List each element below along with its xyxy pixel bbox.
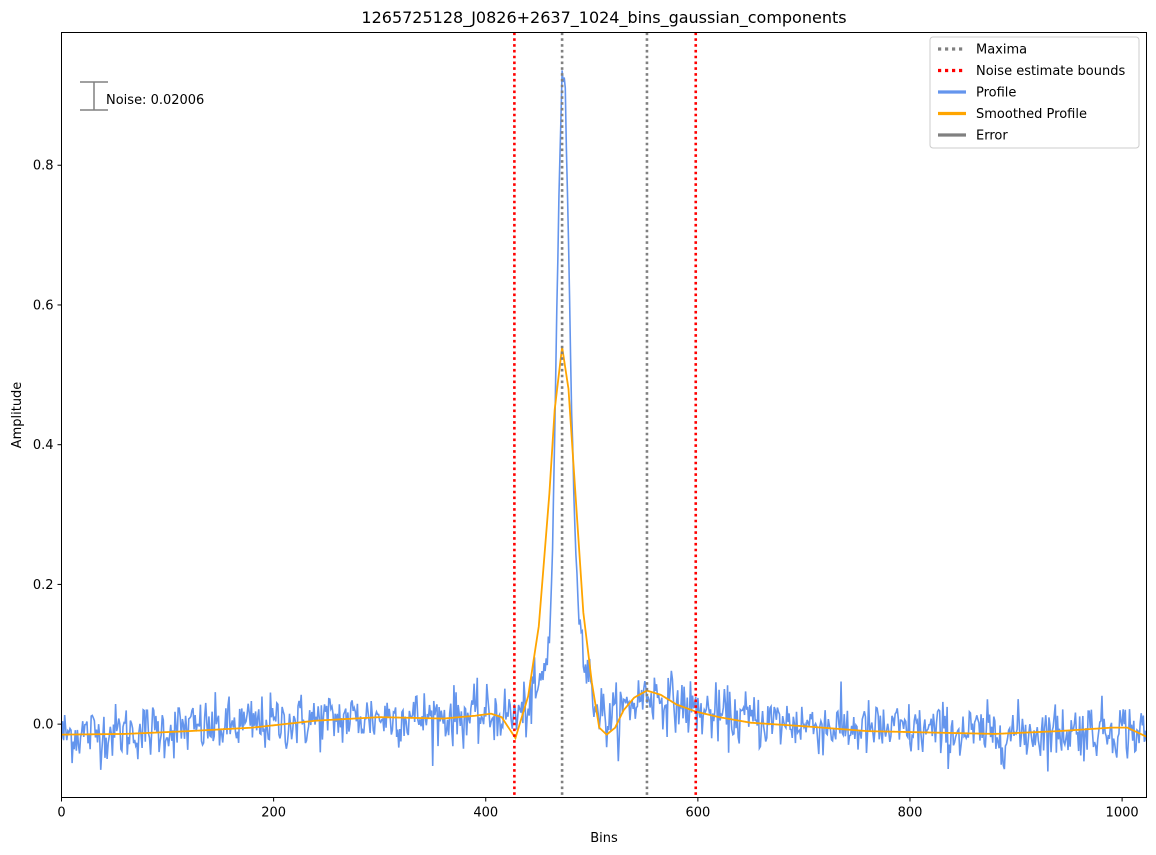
noise-error-bar [80,81,108,111]
smoothed-profile-series-line [61,346,1147,741]
x-tick-label: 800 [898,806,923,821]
y-tick-label: 0.2 [33,578,54,593]
legend-label: Error [976,129,1008,144]
y-tick-label: 0.0 [33,718,54,733]
x-tick-label: 400 [473,806,498,821]
legend-label: Maxima [976,43,1027,58]
x-tick-label: 1000 [1106,806,1139,821]
plot-area [61,32,1147,798]
chart-title: 1265725128_J0826+2637_1024_bins_gaussian… [361,8,846,28]
legend-label: Smoothed Profile [976,107,1087,122]
legend-box [929,36,1140,149]
x-axis-label: Bins [590,831,618,846]
x-tick-label: 600 [685,806,710,821]
x-tick-label: 0 [57,806,65,821]
plot-frame [61,32,1147,798]
axes: 0 200 400 600 800 1000 0.0 0.2 0.4 0.6 0.8 [33,159,1139,821]
x-tick-label: 200 [261,806,286,821]
y-axis-label: Amplitude [10,382,25,449]
legend-label: Profile [976,86,1016,101]
legend: Maxima Noise estimate bounds Profile Smooth… [929,36,1140,149]
legend-label: Noise estimate bounds [976,64,1125,79]
profile-series-line [61,70,1147,772]
y-tick-label: 0.8 [33,159,54,174]
y-tick-label: 0.6 [33,298,54,313]
noise-annotation: Noise: 0.02006 [106,93,204,108]
y-tick-label: 0.4 [33,438,54,453]
